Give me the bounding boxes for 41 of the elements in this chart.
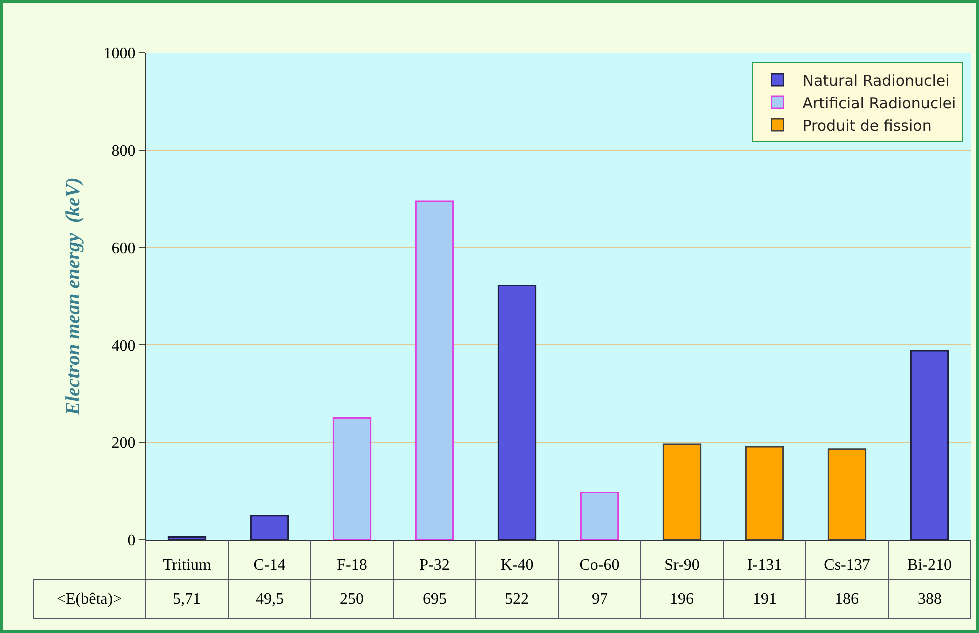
bar <box>415 200 454 540</box>
data-label: 97 <box>592 591 608 608</box>
bar <box>168 536 207 540</box>
data-label: 191 <box>753 591 777 608</box>
data-label: 388 <box>918 591 942 608</box>
bar <box>580 492 620 540</box>
y-tick-label: 800 <box>112 143 136 160</box>
x-tick-label: K-40 <box>500 557 534 574</box>
y-tick-label: 400 <box>112 338 136 355</box>
bar <box>498 285 537 540</box>
x-tick-label: Sr-90 <box>664 557 700 574</box>
data-label: 49,5 <box>256 591 284 608</box>
data-label: 196 <box>670 591 694 608</box>
bar <box>662 444 702 540</box>
bar <box>250 515 290 540</box>
x-tick-label: C-14 <box>254 557 286 574</box>
x-tick-label: Cs-137 <box>824 557 870 574</box>
y-tick-label: 200 <box>112 435 136 452</box>
bar <box>332 418 372 540</box>
data-label: 695 <box>423 591 447 608</box>
x-tick-label: P-32 <box>420 557 450 574</box>
x-tick-label: I-131 <box>747 557 782 574</box>
x-tick-label: Tritium <box>163 557 212 574</box>
data-label: 522 <box>505 591 529 608</box>
legend-label: Natural Radionuclei <box>802 72 950 90</box>
legend-label: Artificial Radionuclei <box>802 94 956 112</box>
data-label: 186 <box>835 591 859 608</box>
x-tick-label: F-18 <box>337 557 368 574</box>
bar <box>828 448 867 540</box>
y-tick-label: 1000 <box>104 46 136 63</box>
y-tick-label: 0 <box>128 532 136 550</box>
data-label: 5,71 <box>173 591 201 608</box>
bar <box>745 446 784 540</box>
legend-label: Produit de fission <box>802 116 932 135</box>
x-tick-label: Bi-210 <box>908 557 952 574</box>
data-label: 250 <box>340 591 364 608</box>
y-tick-label: 600 <box>112 240 136 258</box>
text: <E(bêta)> <box>57 591 122 608</box>
y-axis-title: Electron mean energy (keV) <box>62 178 84 416</box>
bar <box>910 350 950 540</box>
x-tick-label: Co-60 <box>580 557 620 574</box>
